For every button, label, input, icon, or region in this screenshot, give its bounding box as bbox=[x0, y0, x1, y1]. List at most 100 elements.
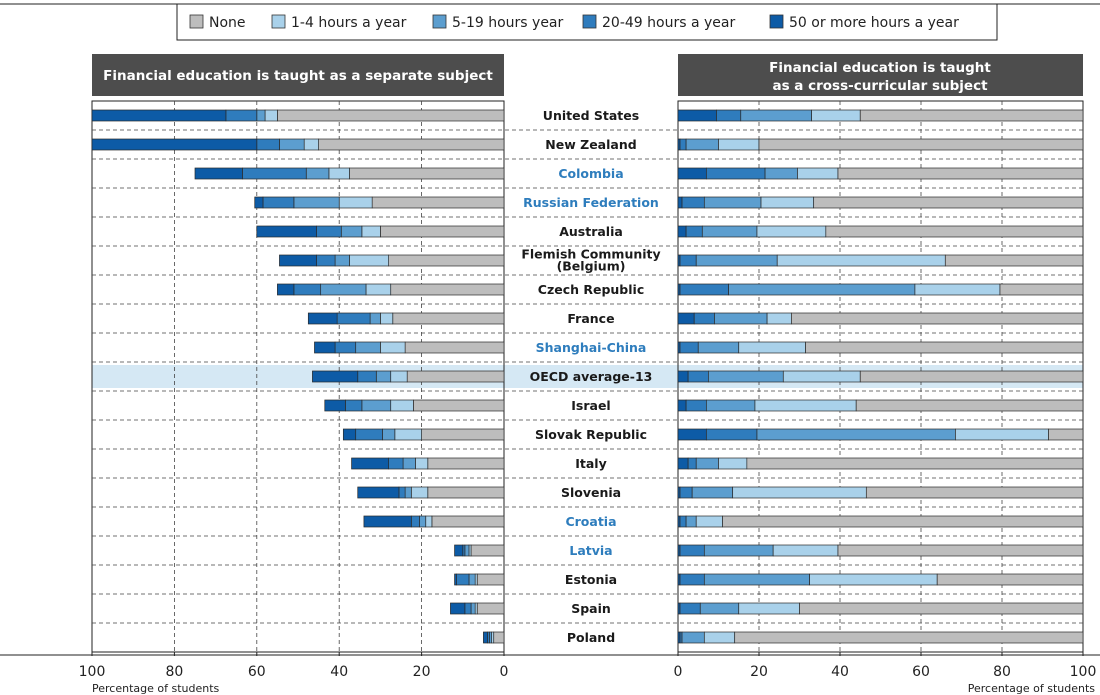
left-segment-20-49-hours-a-year bbox=[334, 341, 357, 354]
right-segment-none bbox=[837, 167, 1084, 180]
left-bar-colombia bbox=[194, 167, 505, 180]
left-segment-5-19-hours-year bbox=[470, 602, 476, 615]
left-segment-none bbox=[470, 544, 505, 557]
left-segment-50-or-more-hours-a-year bbox=[351, 457, 389, 470]
right-segment-20-49-hours-a-year bbox=[679, 341, 699, 354]
left-bar-new-zealand bbox=[91, 138, 505, 151]
right-segment-1-4-hours-a-year bbox=[738, 341, 806, 354]
country-label-line2: (Belgium) bbox=[557, 259, 626, 274]
left-bar-united-states bbox=[91, 109, 505, 122]
right-segment-1-4-hours-a-year bbox=[718, 457, 748, 470]
right-segment-20-49-hours-a-year bbox=[679, 138, 687, 151]
left-segment-20-49-hours-a-year bbox=[256, 138, 280, 151]
left-segment-20-49-hours-a-year bbox=[262, 196, 295, 209]
country-label-spain: Spain bbox=[571, 601, 611, 616]
left-segment-50-or-more-hours-a-year bbox=[256, 225, 317, 238]
right-bar-shanghai-china bbox=[677, 341, 1084, 354]
left-segment-50-or-more-hours-a-year bbox=[312, 370, 359, 383]
right-segment-1-4-hours-a-year bbox=[738, 602, 800, 615]
right-segment-20-49-hours-a-year bbox=[679, 544, 705, 557]
right-bar-croatia bbox=[677, 515, 1084, 528]
left-segment-1-4-hours-a-year bbox=[380, 312, 394, 325]
right-segment-5-19-hours-year bbox=[756, 428, 956, 441]
right-segment-5-19-hours-year bbox=[685, 138, 719, 151]
right-segment-5-19-hours-year bbox=[764, 167, 798, 180]
right-segment-1-4-hours-a-year bbox=[754, 399, 857, 412]
left-bar-shanghai-china bbox=[314, 341, 505, 354]
right-title-line1: Financial education is taught bbox=[769, 60, 991, 76]
right-bar-slovenia bbox=[677, 486, 1084, 499]
legend-item-5-19-hours-year: 5-19 hours year bbox=[432, 14, 564, 31]
legend-label: None bbox=[209, 15, 246, 31]
left-segment-50-or-more-hours-a-year bbox=[254, 196, 264, 209]
left-segment-5-19-hours-year bbox=[334, 254, 350, 267]
legend-swatch bbox=[271, 14, 286, 29]
right-tick-label: 80 bbox=[993, 664, 1011, 680]
right-segment-1-4-hours-a-year bbox=[955, 428, 1049, 441]
right-segment-20-49-hours-a-year bbox=[687, 370, 709, 383]
country-label-colombia: Colombia bbox=[558, 166, 623, 181]
left-segment-5-19-hours-year bbox=[256, 109, 266, 122]
left-bar-croatia bbox=[363, 515, 505, 528]
right-bar-colombia bbox=[677, 167, 1084, 180]
left-segment-none bbox=[421, 428, 505, 441]
legend-label: 20-49 hours a year bbox=[602, 15, 735, 31]
right-bar-slovak-republic bbox=[677, 428, 1084, 441]
left-segment-1-4-hours-a-year bbox=[264, 109, 278, 122]
left-segment-1-4-hours-a-year bbox=[390, 399, 414, 412]
right-bar-italy bbox=[677, 457, 1084, 470]
legend-swatch bbox=[582, 14, 597, 29]
country-label-shanghai-china: Shanghai-China bbox=[536, 340, 647, 355]
right-segment-20-49-hours-a-year bbox=[679, 515, 687, 528]
right-title-line2: as a cross-curricular subject bbox=[772, 78, 988, 94]
right-segment-none bbox=[999, 283, 1084, 296]
right-segment-1-4-hours-a-year bbox=[732, 486, 867, 499]
right-segment-1-4-hours-a-year bbox=[695, 515, 723, 528]
right-bar-australia bbox=[677, 225, 1084, 238]
right-bar-israel bbox=[677, 399, 1084, 412]
left-segment-none bbox=[404, 341, 505, 354]
left-segment-5-19-hours-year bbox=[369, 312, 381, 325]
left-segment-50-or-more-hours-a-year bbox=[450, 602, 466, 615]
right-segment-none bbox=[799, 602, 1084, 615]
right-segment-1-4-hours-a-year bbox=[782, 370, 861, 383]
right-panel-title: Financial education is taught as a cross… bbox=[678, 54, 1083, 96]
left-segment-1-4-hours-a-year bbox=[394, 428, 422, 441]
left-segment-none bbox=[390, 283, 505, 296]
right-bars bbox=[677, 109, 1084, 644]
left-bar-australia bbox=[256, 225, 505, 238]
left-segment-none bbox=[427, 457, 505, 470]
left-segment-50-or-more-hours-a-year bbox=[314, 341, 336, 354]
right-x-axis: Percentage of students 0 20 40 60 80 100 bbox=[674, 652, 1096, 695]
chart-frame bbox=[0, 3, 1100, 656]
left-segment-20-49-hours-a-year bbox=[464, 602, 472, 615]
right-segment-20-49-hours-a-year bbox=[705, 428, 758, 441]
right-segment-20-49-hours-a-year bbox=[716, 109, 742, 122]
left-segment-1-4-hours-a-year bbox=[410, 486, 429, 499]
right-bar-united-states bbox=[677, 109, 1084, 122]
left-bar-slovenia bbox=[357, 486, 505, 499]
right-tick-label: 20 bbox=[750, 664, 768, 680]
right-segment-none bbox=[746, 457, 1084, 470]
right-segment-none bbox=[734, 631, 1084, 644]
legend-swatch bbox=[432, 14, 447, 29]
right-tick-label: 60 bbox=[912, 664, 930, 680]
right-segment-20-49-hours-a-year bbox=[679, 573, 705, 586]
right-segment-1-4-hours-a-year bbox=[718, 138, 760, 151]
left-tick-label: 100 bbox=[79, 664, 106, 680]
left-segment-20-49-hours-a-year bbox=[410, 515, 420, 528]
right-segment-50-or-more-hours-a-year bbox=[677, 370, 689, 383]
right-segment-50-or-more-hours-a-year bbox=[677, 167, 707, 180]
left-segment-20-49-hours-a-year bbox=[316, 254, 336, 267]
left-segment-50-or-more-hours-a-year bbox=[357, 486, 400, 499]
right-segment-1-4-hours-a-year bbox=[776, 254, 946, 267]
right-segment-20-49-hours-a-year bbox=[679, 602, 701, 615]
left-segment-20-49-hours-a-year bbox=[225, 109, 258, 122]
right-segment-none bbox=[859, 109, 1084, 122]
country-label-france: France bbox=[567, 311, 614, 326]
right-segment-1-4-hours-a-year bbox=[756, 225, 827, 238]
left-segment-20-49-hours-a-year bbox=[398, 486, 406, 499]
left-title-background bbox=[92, 54, 504, 96]
left-segment-20-49-hours-a-year bbox=[293, 283, 322, 296]
left-tick-label: 0 bbox=[500, 664, 509, 680]
